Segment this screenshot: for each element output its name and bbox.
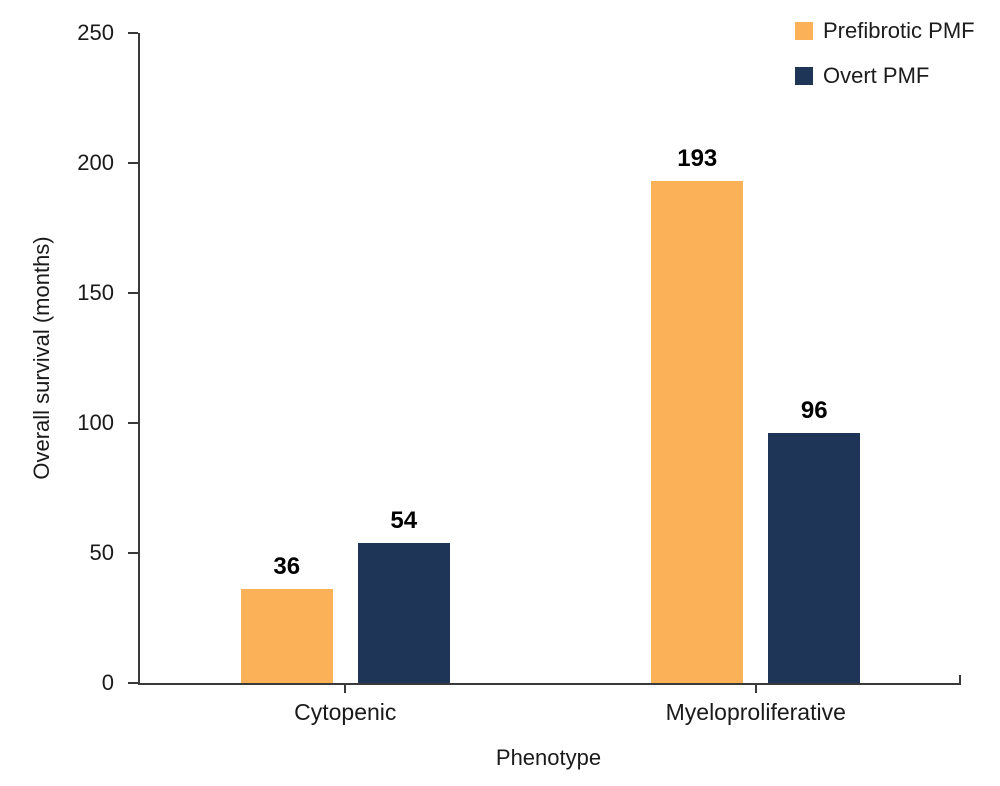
x-axis-end-tick <box>959 675 961 685</box>
y-axis-title: Overall survival (months) <box>29 236 54 480</box>
legend-swatch <box>795 22 813 40</box>
x-category-label: Myeloproliferative <box>665 699 846 725</box>
bar-value-label: 36 <box>273 553 301 581</box>
x-tick <box>754 685 757 693</box>
bar <box>768 433 861 683</box>
y-tick-label: 0 <box>101 670 114 695</box>
y-tick-label: 250 <box>77 20 114 45</box>
y-tick <box>128 292 138 294</box>
y-tick <box>128 32 138 34</box>
bar <box>651 181 744 683</box>
bar-value-label: 54 <box>390 506 418 534</box>
y-tick <box>128 552 138 554</box>
y-tick-label: 150 <box>77 280 114 305</box>
bar <box>240 589 333 683</box>
bar <box>357 542 450 683</box>
y-tick <box>128 422 138 424</box>
bar-value-label: 193 <box>677 145 718 173</box>
legend-item: Prefibrotic PMF <box>795 18 975 44</box>
y-tick <box>128 162 138 164</box>
x-tick <box>344 685 347 693</box>
x-axis-title: Phenotype <box>495 745 602 770</box>
x-category-label: Cytopenic <box>294 699 397 725</box>
bar-value-label: 96 <box>800 397 828 425</box>
y-tick-label: 50 <box>89 540 114 565</box>
y-tick <box>128 682 138 684</box>
y-tick-label: 100 <box>77 410 114 435</box>
legend-swatch <box>795 67 813 85</box>
legend: Prefibrotic PMF Overt PMF <box>795 18 975 108</box>
legend-item: Overt PMF <box>795 63 975 89</box>
plot-area: 0 50 100 150 200 250 Cytopenic 36 54 Myeloprolife… <box>77 20 961 725</box>
legend-label: Overt PMF <box>823 63 930 88</box>
y-tick-label: 200 <box>77 150 114 175</box>
legend-label: Prefibrotic PMF <box>823 18 975 43</box>
